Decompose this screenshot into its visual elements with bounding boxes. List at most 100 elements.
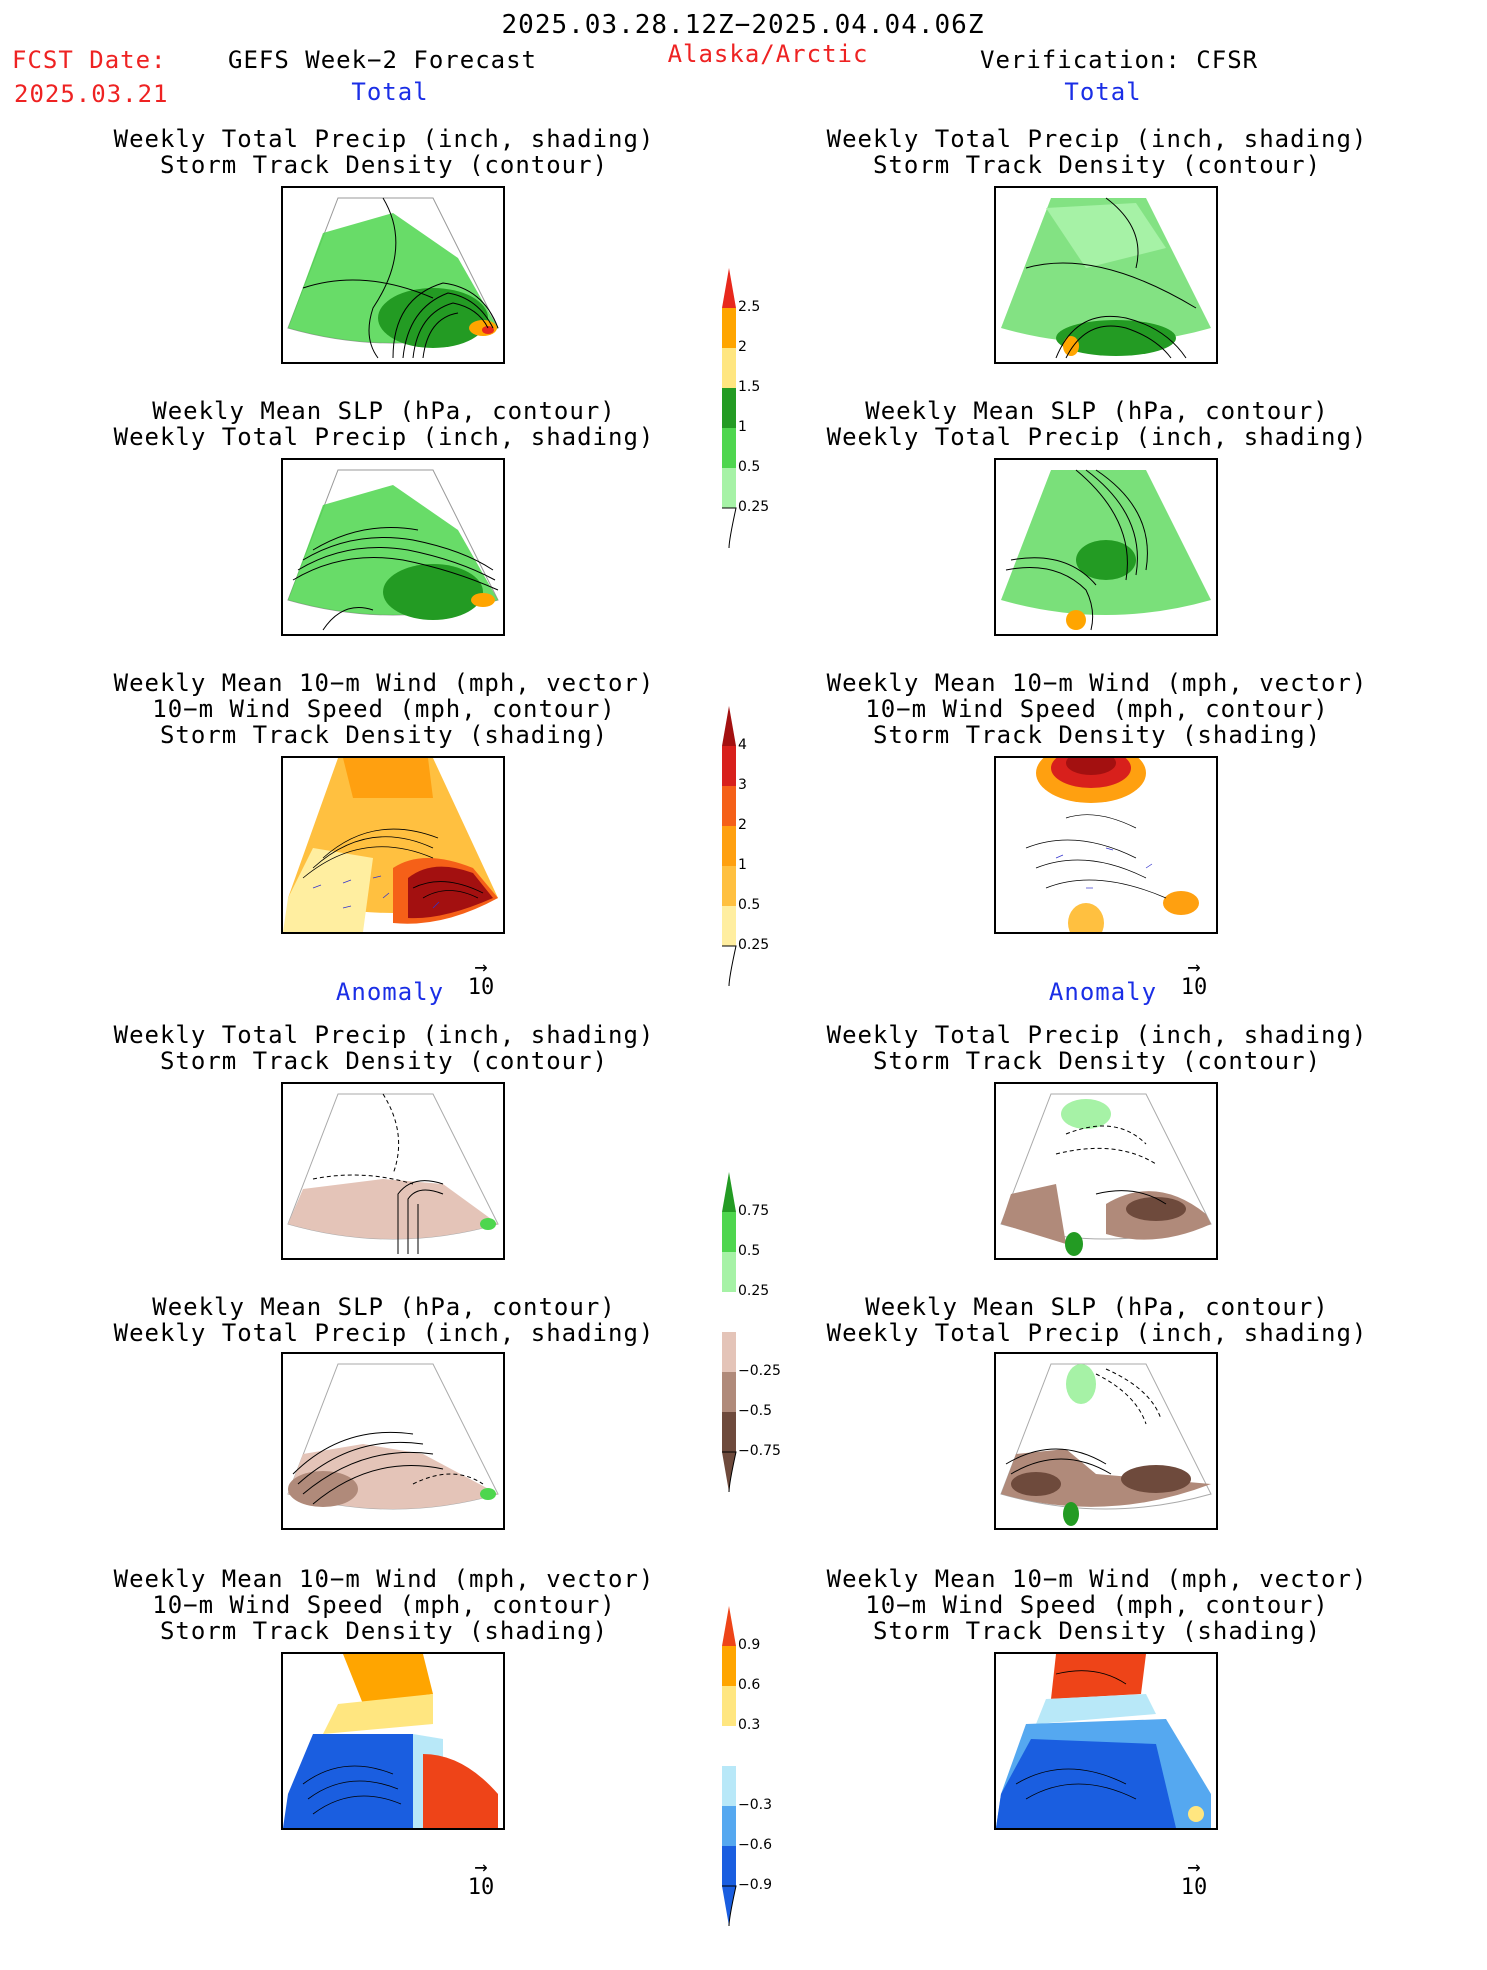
total-label-right: Total — [1064, 78, 1142, 106]
colorbar-segment — [722, 1806, 736, 1846]
colorbar-segment — [722, 1646, 736, 1686]
panel-title: Weekly Mean 10−m Wind (mph, vector) 10−m … — [113, 669, 655, 749]
colorbar-total-storm-track: 4 3 2 1 0.5 0.25 — [722, 706, 769, 1030]
colorbar-bottom-extension — [722, 945, 737, 987]
colorbar-top-extension — [722, 1606, 736, 1646]
colorbar-tick-label: 0.6 — [738, 1677, 761, 1693]
colorbar-top-extension — [722, 268, 736, 308]
colorbar-segment — [722, 1726, 736, 1766]
colorbar-tick-label: 2 — [738, 817, 747, 833]
colorbar-tick-label: 1 — [738, 419, 747, 435]
colorbar-tick-label: 0.5 — [738, 1243, 761, 1259]
vector-reference: → 10 — [1180, 955, 1208, 1000]
colorbar-tick-label: −0.6 — [738, 1837, 772, 1853]
vector-reference: → 10 — [1180, 1855, 1208, 1900]
colorbar-tick-label: 0.25 — [738, 1283, 770, 1299]
colorbar-segment — [722, 1686, 736, 1726]
map-anomaly-slp-precip-forecast — [281, 1352, 505, 1530]
anomaly-label-right: Anomaly — [1048, 978, 1158, 1006]
colorbar-segment — [722, 1332, 736, 1372]
total-label-left: Total — [351, 78, 429, 106]
colorbar-segment — [722, 1212, 736, 1252]
vector-reference: → 10 — [467, 1855, 495, 1900]
anomaly-label-left: Anomaly — [335, 978, 445, 1006]
colorbar-total-precip: 2.5 2 1.5 1 0.5 0.25 — [722, 268, 769, 592]
colorbar-top-extension — [722, 1172, 736, 1212]
colorbar-bottom-extension — [722, 1451, 737, 1493]
colorbar-bottom-extension — [722, 507, 737, 549]
colorbar-graphic — [722, 268, 737, 549]
colorbar-graphic — [722, 1606, 737, 1927]
verification-label: Verification: CFSR — [980, 46, 1259, 74]
panel-title: Weekly Total Precip (inch, shading) Storm… — [826, 1021, 1368, 1075]
colorbar-tick-label: 4 — [738, 737, 747, 753]
colorbar-segment — [722, 1252, 736, 1292]
colorbar-tick-label: 2.5 — [738, 299, 761, 315]
colorbar-tick-label: −0.5 — [738, 1403, 772, 1419]
colorbar-tick-label: −0.25 — [738, 1363, 781, 1379]
colorbar-tick-label: −0.3 — [738, 1797, 772, 1813]
colorbar-segment — [722, 468, 736, 508]
colorbar-top-extension — [722, 706, 736, 746]
map-anomaly-wind-verification — [994, 1652, 1218, 1830]
map-total-wind-verification — [994, 756, 1218, 934]
panel-title: Weekly Mean 10−m Wind (mph, vector) 10−m … — [826, 1565, 1368, 1645]
colorbar-segment — [722, 388, 736, 428]
colorbar-graphic — [722, 706, 737, 987]
panel-title: Weekly Total Precip (inch, shading) Storm… — [113, 125, 655, 179]
fcst-date-value: 2025.03.21 — [14, 80, 169, 108]
colorbar-tick-label: 0.25 — [738, 937, 770, 953]
region-label: Alaska/Arctic — [667, 40, 869, 68]
colorbar-segment — [722, 786, 736, 826]
map-anomaly-wind-forecast — [281, 1652, 505, 1830]
panel-title: Weekly Total Precip (inch, shading) Storm… — [113, 1021, 655, 1075]
colorbar-tick-label: −0.75 — [738, 1443, 781, 1459]
colorbar-tick-label: 1.5 — [738, 379, 761, 395]
colorbar-graphic — [722, 1172, 737, 1493]
colorbar-bottom-extension — [722, 1885, 737, 1927]
colorbar-tick-label: 0.75 — [738, 1203, 770, 1219]
colorbar-segment — [722, 866, 736, 906]
map-anomaly-slp-precip-verification — [994, 1352, 1218, 1530]
colorbar-tick-label: 0.5 — [738, 459, 761, 475]
date-range-title: 2025.03.28.12Z−2025.04.04.06Z — [501, 10, 985, 40]
colorbar-segment — [722, 348, 736, 388]
map-total-wind-forecast — [281, 756, 505, 934]
colorbar-segment — [722, 1372, 736, 1412]
colorbar-segment — [722, 428, 736, 468]
colorbar-segment — [722, 826, 736, 866]
colorbar-tick-label: 0.25 — [738, 499, 770, 515]
colorbar-segment — [722, 308, 736, 348]
vector-reference: → 10 — [467, 955, 495, 1000]
panel-title: Weekly Mean SLP (hPa, contour) Weekly Tot… — [826, 397, 1368, 451]
panel-title: Weekly Mean 10−m Wind (mph, vector) 10−m … — [113, 1565, 655, 1645]
map-anomaly-precip-track-verification — [994, 1082, 1218, 1260]
panel-title: Weekly Total Precip (inch, shading) Storm… — [826, 125, 1368, 179]
colorbar-tick-label: 1 — [738, 857, 747, 873]
colorbar-tick-label: −0.9 — [738, 1877, 772, 1893]
colorbar-tick-label: 0.3 — [738, 1717, 761, 1733]
panel-title: Weekly Mean SLP (hPa, contour) Weekly Tot… — [113, 1293, 655, 1347]
colorbar-tick-label: 0.9 — [738, 1637, 761, 1653]
panel-title: Weekly Mean 10−m Wind (mph, vector) 10−m … — [826, 669, 1368, 749]
colorbar-segment — [722, 1766, 736, 1806]
fcst-date-label: FCST Date: — [12, 46, 167, 74]
map-anomaly-precip-track-forecast — [281, 1082, 505, 1260]
map-total-precip-track-verification — [994, 186, 1218, 364]
forecast-name: GEFS Week−2 Forecast — [228, 46, 537, 74]
colorbar-tick-label: 2 — [738, 339, 747, 355]
colorbar-anomaly-precip: 0.75 0.5 0.25 −0.25 −0.5 −0.75 — [722, 1172, 781, 1536]
map-total-slp-precip-verification — [994, 458, 1218, 636]
colorbar-anomaly-storm-track: 0.9 0.6 0.3 −0.3 −0.6 −0.9 — [722, 1606, 772, 1970]
colorbar-segment — [722, 906, 736, 946]
map-total-slp-precip-forecast — [281, 458, 505, 636]
colorbar-segment — [722, 1846, 736, 1886]
map-total-precip-track-forecast — [281, 186, 505, 364]
colorbar-tick-label: 3 — [738, 777, 747, 793]
panel-title: Weekly Mean SLP (hPa, contour) Weekly Tot… — [113, 397, 655, 451]
panel-title: Weekly Mean SLP (hPa, contour) Weekly Tot… — [826, 1293, 1368, 1347]
colorbar-segment — [722, 1292, 736, 1332]
colorbar-tick-label: 0.5 — [738, 897, 761, 913]
colorbar-segment — [722, 746, 736, 786]
colorbar-segment — [722, 1412, 736, 1452]
